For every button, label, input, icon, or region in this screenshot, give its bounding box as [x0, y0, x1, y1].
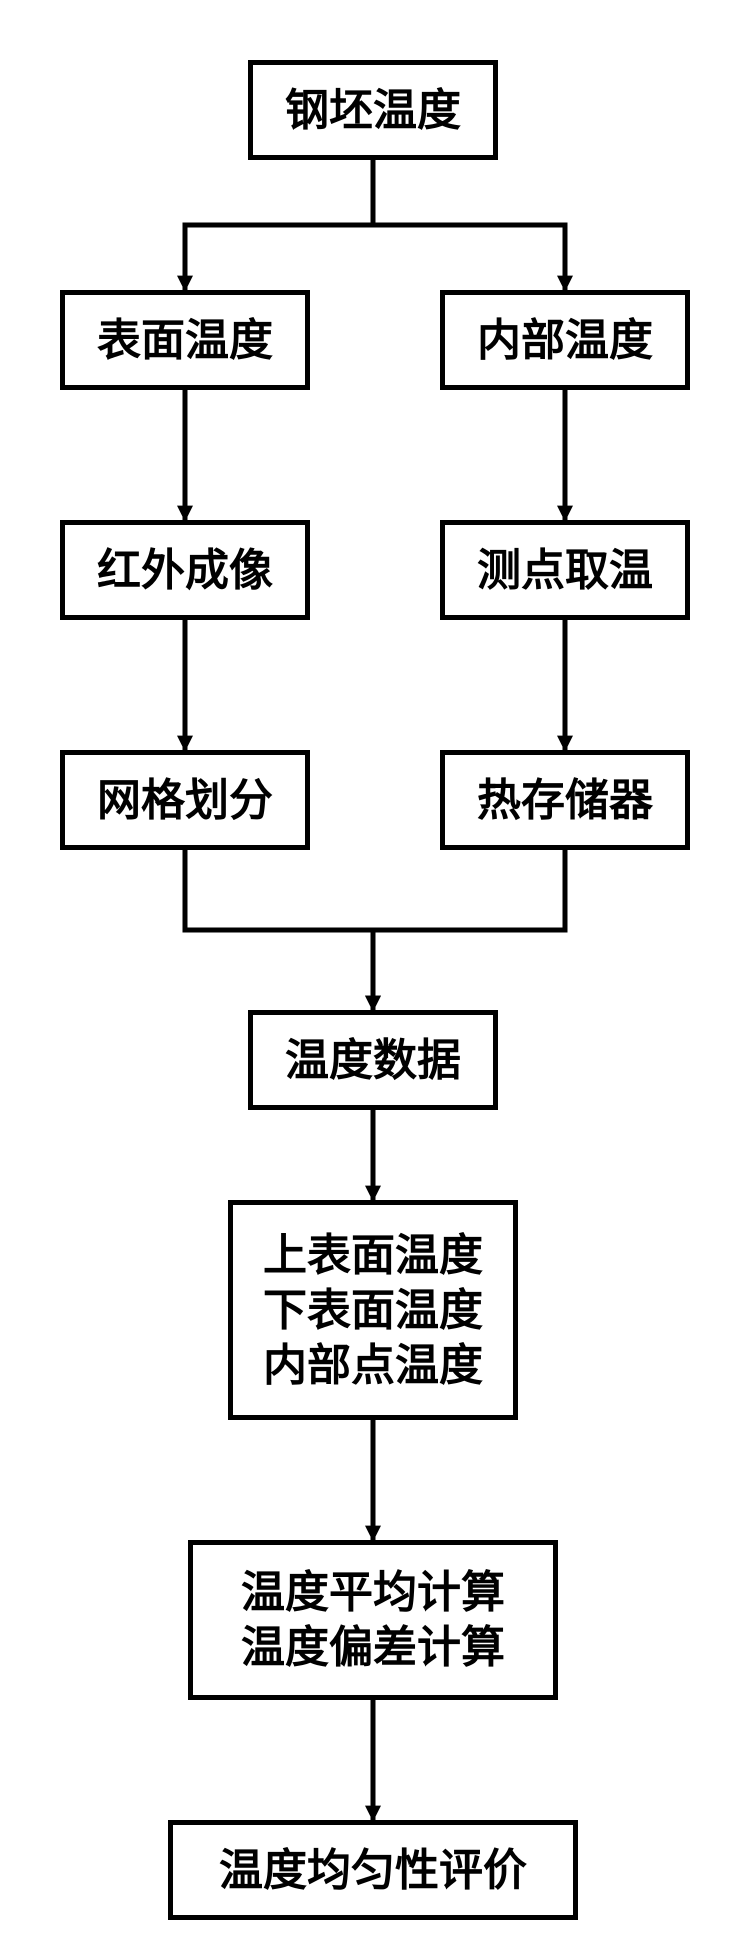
flowchart-node: 温度数据	[248, 1010, 498, 1110]
flowchart-edge	[185, 160, 373, 290]
flowchart-node: 热存储器	[440, 750, 690, 850]
flowchart-node: 温度平均计算 温度偏差计算	[188, 1540, 558, 1700]
flowchart-node: 网格划分	[60, 750, 310, 850]
flowchart-node: 表面温度	[60, 290, 310, 390]
flowchart-node: 温度均匀性评价	[168, 1820, 578, 1920]
flowchart-node: 内部温度	[440, 290, 690, 390]
flowchart-edge	[373, 850, 565, 1010]
flowchart-node: 测点取温	[440, 520, 690, 620]
flowchart-edge	[373, 160, 565, 290]
flowchart-canvas: 钢坯温度表面温度 内部温度红外成像 测点取温网格划分 热存储器温度数据上表面温度 下表…	[0, 0, 736, 1943]
flowchart-edge	[185, 850, 373, 1010]
flowchart-node: 钢坯温度	[248, 60, 498, 160]
flowchart-node: 上表面温度 下表面温度 内部点温度	[228, 1200, 518, 1420]
flowchart-node: 红外成像	[60, 520, 310, 620]
